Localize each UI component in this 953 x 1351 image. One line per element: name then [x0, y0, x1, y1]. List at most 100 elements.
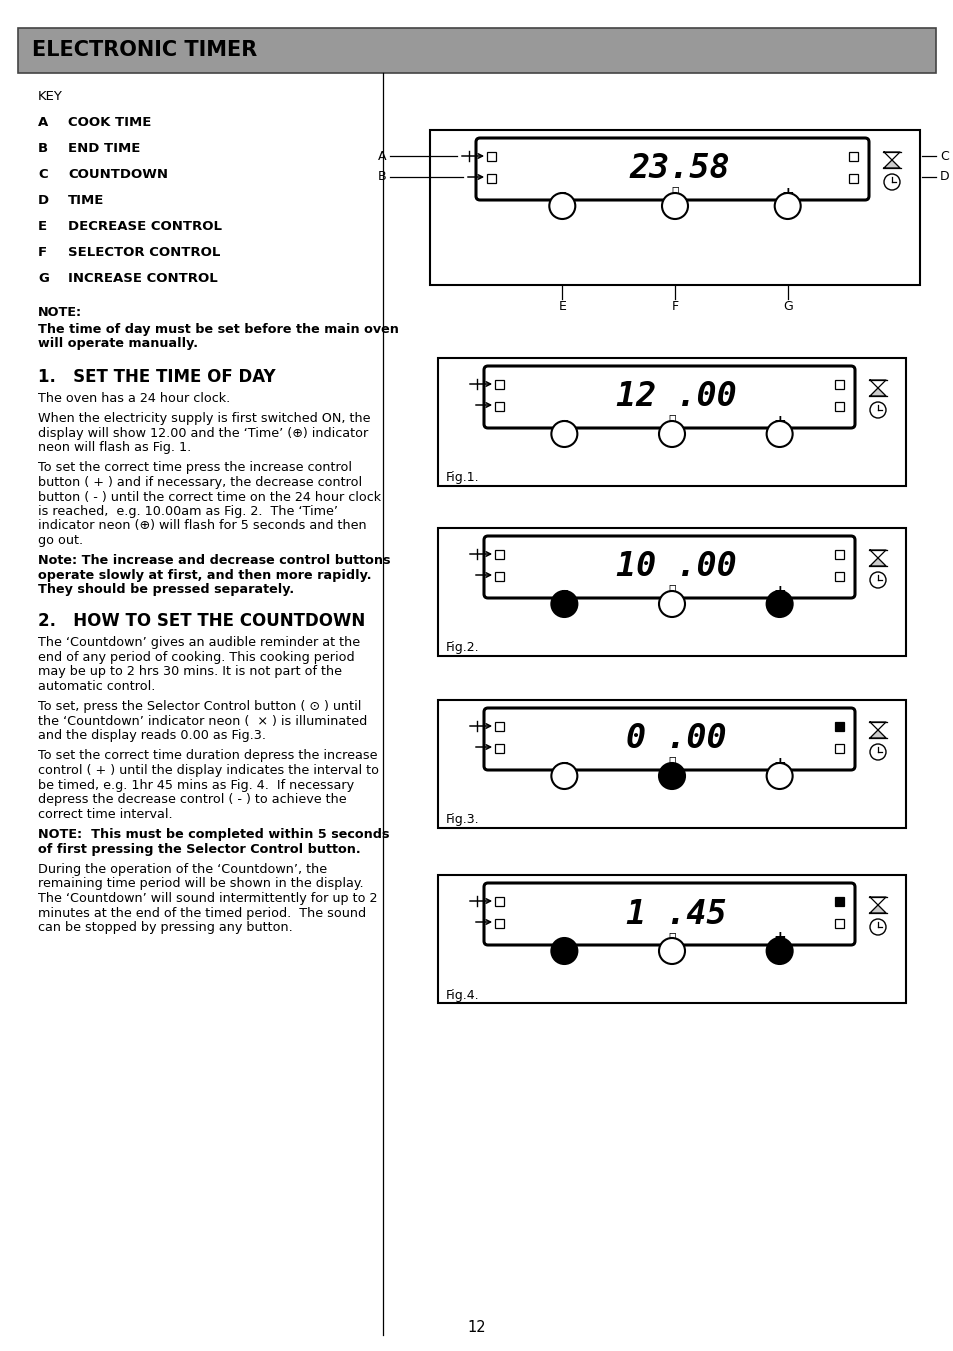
Circle shape	[661, 193, 687, 219]
Text: the ‘Countdown’ indicator neon (  ⨯ ) is illuminated: the ‘Countdown’ indicator neon ( ⨯ ) is …	[38, 715, 367, 727]
Polygon shape	[869, 905, 885, 913]
FancyBboxPatch shape	[834, 380, 843, 389]
Text: DECREASE CONTROL: DECREASE CONTROL	[68, 220, 222, 232]
Text: automatic control.: automatic control.	[38, 680, 155, 693]
Text: display will show 12.00 and the ‘Time’ (⊕) indicator: display will show 12.00 and the ‘Time’ (…	[38, 427, 368, 439]
Circle shape	[659, 938, 684, 965]
Text: neon will flash as Fig. 1.: neon will flash as Fig. 1.	[38, 440, 191, 454]
FancyBboxPatch shape	[483, 884, 854, 944]
Text: correct time interval.: correct time interval.	[38, 808, 172, 820]
Text: and the display reads 0.00 as Fig.3.: and the display reads 0.00 as Fig.3.	[38, 730, 266, 742]
Text: 1.   SET THE TIME OF DAY: 1. SET THE TIME OF DAY	[38, 367, 275, 385]
FancyBboxPatch shape	[437, 528, 905, 657]
FancyBboxPatch shape	[483, 536, 854, 598]
Text: During the operation of the ‘Countdown’, the: During the operation of the ‘Countdown’,…	[38, 863, 327, 875]
Text: The oven has a 24 hour clock.: The oven has a 24 hour clock.	[38, 392, 230, 404]
Text: 12 .00: 12 .00	[616, 381, 737, 413]
Text: NOTE:  This must be completed within 5 seconds: NOTE: This must be completed within 5 se…	[38, 828, 389, 842]
Text: depress the decrease control ( - ) to achieve the: depress the decrease control ( - ) to ac…	[38, 793, 346, 807]
Text: D: D	[939, 170, 948, 184]
Text: ⎙: ⎙	[667, 931, 675, 944]
Text: 2.   HOW TO SET THE COUNTDOWN: 2. HOW TO SET THE COUNTDOWN	[38, 612, 365, 630]
Text: E: E	[38, 220, 47, 232]
Text: ⎙: ⎙	[667, 585, 675, 597]
FancyBboxPatch shape	[834, 571, 843, 581]
Text: The ‘Countdown’ will sound intermittently for up to 2: The ‘Countdown’ will sound intermittentl…	[38, 892, 377, 905]
Polygon shape	[869, 558, 885, 566]
Text: G: G	[782, 300, 792, 313]
Text: E: E	[558, 300, 566, 313]
Text: end of any period of cooking. This cooking period: end of any period of cooking. This cooki…	[38, 650, 355, 663]
FancyBboxPatch shape	[486, 153, 496, 161]
Text: button ( - ) until the correct time on the 24 hour clock: button ( - ) until the correct time on t…	[38, 490, 381, 504]
Circle shape	[766, 590, 792, 617]
FancyBboxPatch shape	[486, 174, 496, 182]
Text: COUNTDOWN: COUNTDOWN	[68, 168, 168, 181]
Polygon shape	[883, 159, 899, 168]
Text: D: D	[38, 195, 49, 207]
Text: –: –	[560, 413, 568, 428]
Circle shape	[551, 763, 577, 789]
Text: A: A	[38, 116, 49, 128]
Text: ⎙: ⎙	[667, 757, 675, 770]
Text: Fig.1.: Fig.1.	[446, 471, 479, 485]
Text: +: +	[773, 584, 785, 598]
Text: +: +	[773, 755, 785, 770]
Text: To set the correct time duration depress the increase: To set the correct time duration depress…	[38, 750, 377, 762]
Circle shape	[659, 763, 684, 789]
Text: F: F	[38, 246, 47, 259]
Text: To set the correct time press the increase control: To set the correct time press the increa…	[38, 462, 352, 474]
Text: of first pressing the Selector Control button.: of first pressing the Selector Control b…	[38, 843, 360, 855]
Text: ELECTRONIC TIMER: ELECTRONIC TIMER	[32, 41, 257, 61]
Text: END TIME: END TIME	[68, 142, 140, 155]
FancyBboxPatch shape	[437, 358, 905, 486]
Text: C: C	[939, 150, 947, 162]
FancyBboxPatch shape	[834, 897, 843, 907]
Text: minutes at the end of the timed period.  The sound: minutes at the end of the timed period. …	[38, 907, 366, 920]
Text: indicator neon (⊕) will flash for 5 seconds and then: indicator neon (⊕) will flash for 5 seco…	[38, 520, 366, 532]
Text: Fig.4.: Fig.4.	[446, 989, 479, 1001]
Text: C: C	[38, 168, 48, 181]
FancyBboxPatch shape	[495, 571, 503, 581]
Polygon shape	[869, 730, 885, 738]
Circle shape	[549, 193, 575, 219]
Text: NOTE:: NOTE:	[38, 305, 82, 319]
Text: button ( + ) and if necessary, the decrease control: button ( + ) and if necessary, the decre…	[38, 476, 362, 489]
Text: –: –	[560, 931, 568, 946]
Text: 1 .45: 1 .45	[626, 897, 726, 931]
FancyBboxPatch shape	[834, 721, 843, 731]
Text: Fig.2.: Fig.2.	[446, 642, 479, 654]
Text: G: G	[38, 272, 49, 285]
FancyBboxPatch shape	[848, 153, 857, 161]
Text: –: –	[560, 755, 568, 770]
FancyBboxPatch shape	[495, 550, 503, 559]
Text: B: B	[377, 170, 386, 184]
Text: +: +	[773, 413, 785, 428]
FancyBboxPatch shape	[834, 403, 843, 411]
Circle shape	[551, 938, 577, 965]
Text: +: +	[773, 931, 785, 946]
Text: F: F	[671, 300, 678, 313]
FancyBboxPatch shape	[437, 700, 905, 828]
Text: Note: The increase and decrease control buttons: Note: The increase and decrease control …	[38, 554, 390, 567]
FancyBboxPatch shape	[437, 875, 905, 1002]
Text: –: –	[558, 185, 565, 200]
Text: The time of day must be set before the main oven: The time of day must be set before the m…	[38, 323, 398, 335]
Circle shape	[766, 422, 792, 447]
Text: When the electricity supply is first switched ON, the: When the electricity supply is first swi…	[38, 412, 370, 426]
FancyBboxPatch shape	[483, 708, 854, 770]
FancyBboxPatch shape	[848, 174, 857, 182]
Circle shape	[551, 422, 577, 447]
Text: operate slowly at first, and then more rapidly.: operate slowly at first, and then more r…	[38, 569, 371, 582]
FancyBboxPatch shape	[430, 130, 919, 285]
FancyBboxPatch shape	[834, 919, 843, 928]
Text: TIME: TIME	[68, 195, 104, 207]
Text: INCREASE CONTROL: INCREASE CONTROL	[68, 272, 217, 285]
Text: A: A	[377, 150, 386, 162]
Text: remaining time period will be shown in the display.: remaining time period will be shown in t…	[38, 878, 363, 890]
Text: To set, press the Selector Control button ( ⊙ ) until: To set, press the Selector Control butto…	[38, 700, 361, 713]
Text: B: B	[38, 142, 48, 155]
Text: go out.: go out.	[38, 534, 83, 547]
FancyBboxPatch shape	[495, 897, 503, 907]
Text: control ( + ) until the display indicates the interval to: control ( + ) until the display indicate…	[38, 765, 378, 777]
